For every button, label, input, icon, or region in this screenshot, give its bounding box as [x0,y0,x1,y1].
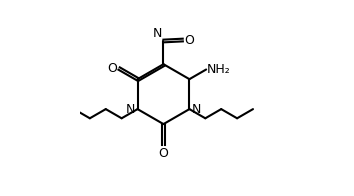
Text: N: N [192,103,201,116]
Text: O: O [107,62,117,75]
Text: O: O [184,34,194,46]
Text: N: N [126,103,135,116]
Text: N: N [153,27,162,40]
Text: NH₂: NH₂ [207,63,231,76]
Text: O: O [159,147,169,160]
